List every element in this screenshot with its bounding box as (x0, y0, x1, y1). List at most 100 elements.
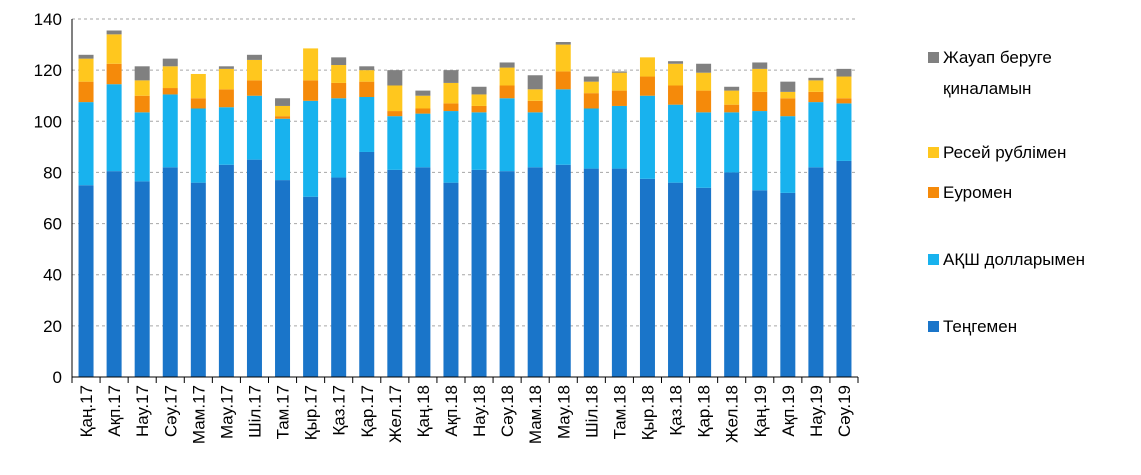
bar-segment (724, 90, 740, 105)
bar-segment (190, 73, 206, 99)
x-tick-group: Нау.18 (470, 385, 489, 437)
bar-segment (668, 104, 684, 183)
x-tick-group: Там.18 (610, 385, 629, 439)
x-tick-label: Мау.17 (217, 385, 236, 439)
bar-segment (246, 159, 262, 377)
legend-label: Теңгемен (943, 317, 1018, 336)
legend-label: Жауап беруге қиналамын (943, 48, 1052, 98)
bar-segment (752, 91, 768, 112)
y-tick-label: 20 (43, 317, 62, 336)
x-tick-label: Қыр.17 (302, 385, 321, 440)
bar-segment (696, 112, 712, 188)
bar-segment (611, 105, 627, 169)
bar-segment (836, 160, 852, 377)
bar-segment (218, 107, 234, 165)
bar-segment (639, 57, 655, 77)
bar-segment (668, 61, 684, 64)
bar-segment (780, 98, 796, 117)
x-tick-group: Қаз.18 (667, 385, 686, 436)
bar-segment (443, 111, 459, 183)
legend-item: Теңгемен (928, 311, 1138, 342)
bar-segment (134, 95, 150, 113)
x-tick-group: Нау.17 (133, 385, 152, 437)
bar-segment (134, 181, 150, 377)
bar-segment (387, 111, 403, 117)
x-tick-label: Сәу.19 (835, 385, 854, 437)
x-tick-label: Нау.18 (470, 385, 489, 437)
bar-segment (668, 85, 684, 105)
bar-segment (583, 76, 599, 82)
bar-segment (724, 104, 740, 113)
bar-segment (527, 75, 543, 90)
bar-segment (106, 34, 122, 64)
x-tick-label: Мау.18 (554, 385, 573, 439)
bar-segment (583, 81, 599, 94)
bar-segment (639, 76, 655, 96)
bar-segment (331, 82, 347, 99)
bar-segment (611, 168, 627, 377)
bar-segment (78, 102, 94, 186)
bar-segment (752, 111, 768, 191)
bar-segment (499, 67, 515, 86)
x-tick-group: Мам.17 (189, 385, 208, 444)
bar-segment (162, 167, 178, 377)
bar-segment (246, 54, 262, 60)
bar-segment (752, 190, 768, 377)
x-tick-label: Қар.17 (358, 385, 377, 437)
bar-segment (162, 94, 178, 168)
bar-segment (611, 71, 627, 73)
bar-segment (836, 68, 852, 77)
x-tick-group: Сәу.17 (161, 385, 180, 437)
bar-segment (162, 58, 178, 67)
bar-segment (780, 192, 796, 377)
bar-segment (134, 80, 150, 96)
bar-segment (696, 63, 712, 73)
bar-segment (780, 81, 796, 92)
bar-segment (499, 98, 515, 172)
x-tick-label: Қыр.18 (638, 385, 657, 440)
x-tick-label: Ақп.19 (779, 385, 798, 437)
bar-segment (275, 116, 291, 119)
legend-swatch (928, 321, 939, 332)
x-tick-label: Қаң.18 (414, 385, 433, 437)
bar-segment (190, 98, 206, 109)
legend-swatch (928, 187, 939, 198)
x-tick-label: Нау.19 (807, 385, 826, 437)
bar-segment (808, 77, 824, 81)
bar-segment (639, 95, 655, 179)
x-tick-label: Ақп.18 (442, 385, 461, 437)
bar-segment (275, 105, 291, 117)
y-tick-label: 60 (43, 215, 62, 234)
bar-segment (134, 112, 150, 182)
x-tick-group: Ақп.17 (105, 385, 124, 437)
bar-segment (836, 76, 852, 99)
bar-segment (668, 182, 684, 377)
legend-label: Еуромен (943, 183, 1013, 202)
x-tick-group: Жел.18 (723, 385, 742, 443)
bar-segment (611, 72, 627, 91)
x-tick-label: Қаз.17 (330, 385, 349, 436)
bar-segment (218, 164, 234, 377)
bar-segment (78, 185, 94, 377)
bar-segment (387, 116, 403, 170)
bar-segment (527, 89, 543, 101)
bar-segment (836, 98, 852, 104)
y-tick-label: 40 (43, 266, 62, 285)
x-tick-group: Мау.17 (217, 385, 236, 439)
bar-segment (555, 164, 571, 377)
legend-swatch (928, 147, 939, 158)
legend-label: Ресей рублімен (943, 143, 1067, 162)
x-tick-group: Қаң.17 (77, 385, 96, 437)
bar-segment (246, 95, 262, 160)
bar-segment (527, 167, 543, 377)
bar-segment (471, 86, 487, 95)
bar-segment (359, 151, 375, 377)
bar-segment (583, 93, 599, 109)
bar-segment (696, 187, 712, 377)
bar-segment (246, 59, 262, 81)
x-tick-label: Нау.17 (133, 385, 152, 437)
x-tick-group: Қыр.18 (638, 385, 657, 440)
x-tick-label: Қар.18 (695, 385, 714, 437)
bar-segment (359, 66, 375, 71)
